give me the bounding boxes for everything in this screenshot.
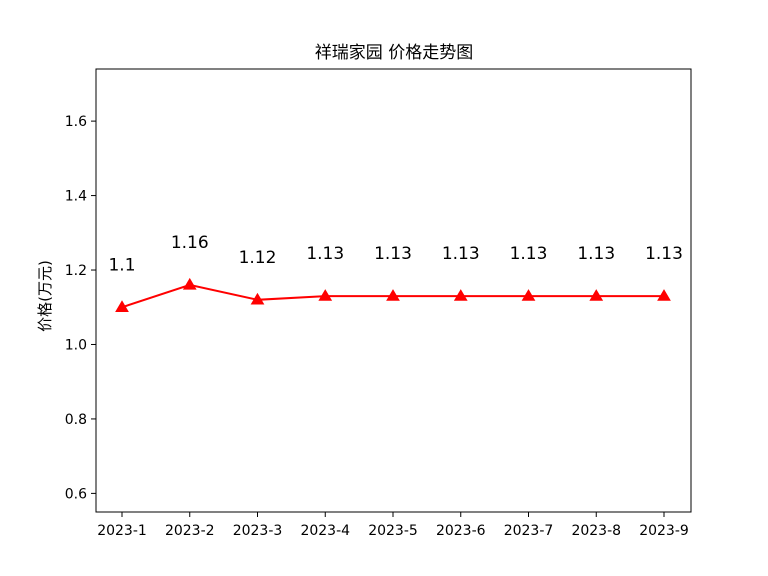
x-tick-label: 2023-2 bbox=[165, 523, 215, 539]
y-tick-label: 0.8 bbox=[65, 412, 87, 428]
data-point-marker bbox=[453, 289, 468, 301]
chart-title: 祥瑞家园 价格走势图 bbox=[315, 43, 473, 63]
data-label: 1.13 bbox=[577, 244, 615, 264]
data-point-marker bbox=[250, 292, 265, 305]
y-tick-label: 1.2 bbox=[65, 263, 87, 279]
data-point-marker bbox=[115, 300, 129, 312]
data-point-marker bbox=[182, 277, 197, 290]
data-point-marker bbox=[657, 289, 671, 301]
data-label: 1.13 bbox=[374, 244, 412, 264]
y-tick-label: 1.4 bbox=[65, 189, 87, 205]
data-label: 1.16 bbox=[171, 233, 209, 253]
x-axis: 2023-1 2023-2 2023-3 2023-4 2023-5 2023-6 2023… bbox=[97, 512, 689, 539]
data-label: 1.12 bbox=[239, 248, 277, 268]
data-labels: 1.1 1.16 1.12 1.13 1.13 1.13 1.13 1.13 1.13 bbox=[108, 233, 682, 275]
data-point-marker bbox=[386, 289, 400, 301]
y-tick-label: 1.0 bbox=[65, 337, 87, 353]
y-tick-label: 0.6 bbox=[65, 486, 87, 502]
data-point-marker bbox=[521, 289, 536, 301]
data-label: 1.13 bbox=[306, 244, 344, 264]
data-label: 1.13 bbox=[510, 244, 548, 264]
y-axis: 0.6 0.8 1.0 1.2 1.4 1.6 bbox=[65, 114, 96, 502]
x-tick-label: 2023-5 bbox=[368, 523, 418, 539]
data-label: 1.13 bbox=[645, 244, 683, 264]
data-point-marker bbox=[589, 289, 604, 301]
y-axis-label: 价格(万元) bbox=[36, 260, 54, 332]
data-label: 1.13 bbox=[442, 244, 480, 264]
x-tick-label: 2023-9 bbox=[639, 523, 689, 539]
y-tick-label: 1.6 bbox=[65, 114, 87, 130]
price-series bbox=[115, 277, 671, 312]
x-tick-label: 2023-7 bbox=[504, 523, 554, 539]
data-label: 1.1 bbox=[108, 255, 135, 275]
x-tick-label: 2023-3 bbox=[233, 523, 283, 539]
x-tick-label: 2023-8 bbox=[571, 523, 621, 539]
data-point-marker bbox=[318, 289, 333, 301]
x-tick-label: 2023-4 bbox=[300, 523, 350, 539]
x-tick-label: 2023-1 bbox=[97, 523, 147, 539]
x-tick-label: 2023-6 bbox=[436, 523, 486, 539]
